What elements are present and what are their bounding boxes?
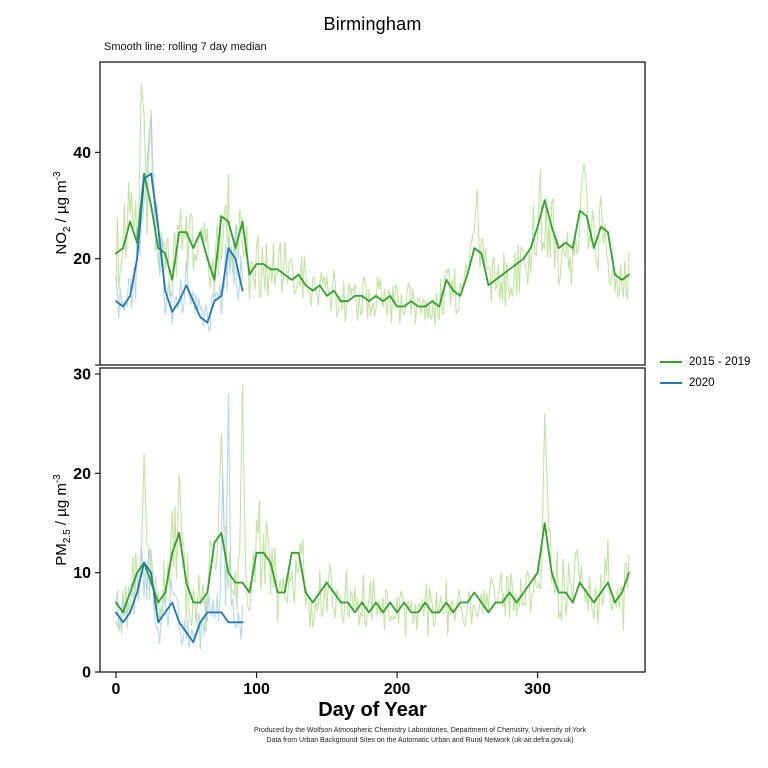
no2-axis-title: NO2 / µg m-3 [52, 171, 73, 255]
svg-text:10: 10 [73, 565, 91, 582]
svg-text:40: 40 [73, 145, 91, 162]
legend-label: 2015 - 2019 [689, 356, 751, 368]
chart-subtitle: Smooth line: rolling 7 day median [104, 41, 267, 53]
chart-title: Birmingham [323, 14, 422, 34]
svg-text:20: 20 [73, 466, 91, 483]
svg-text:300: 300 [524, 681, 551, 698]
legend: 2015 - 2019 2020 [660, 356, 750, 398]
footer-line-2: Data from Urban Background Sites on the … [266, 737, 574, 744]
legend-item-2015-2019: 2015 - 2019 [660, 356, 750, 368]
footer-line-1: Produced by the Wolfson Atmospheric Chem… [254, 727, 586, 734]
svg-text:20: 20 [73, 251, 91, 268]
svg-text:200: 200 [384, 681, 411, 698]
x-axis-title: Day of Year [318, 699, 427, 721]
svg-text:0: 0 [112, 681, 121, 698]
legend-item-2020: 2020 [660, 377, 750, 389]
pm25-axis-title: PM2.5 / µg m-3 [52, 474, 73, 566]
legend-swatch-green [660, 360, 682, 364]
footer-credit: Produced by the Wolfson Atmospheric Chem… [72, 726, 768, 746]
svg-text:100: 100 [243, 681, 270, 698]
svg-text:30: 30 [73, 366, 91, 383]
legend-label: 2020 [689, 377, 715, 389]
legend-swatch-blue [660, 381, 682, 385]
svg-text:0: 0 [82, 665, 91, 682]
